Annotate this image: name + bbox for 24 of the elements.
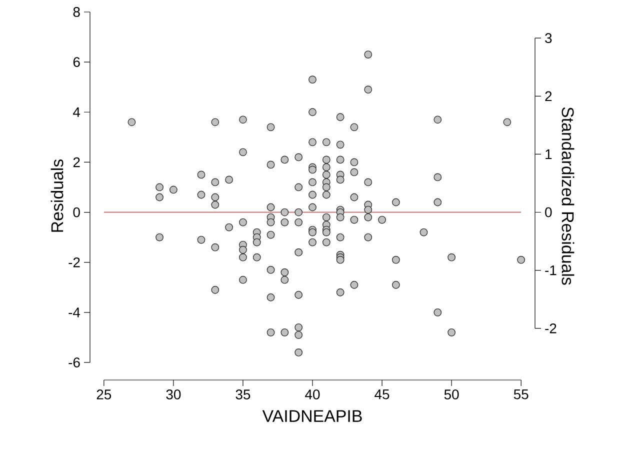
- y2-axis-title: Standardized Residuals: [562, 107, 574, 285]
- y2-tick-label: 2: [545, 91, 552, 102]
- x-tick-label: 30: [166, 390, 181, 400]
- y2-tick-label: 0: [545, 207, 552, 218]
- y-tick-label: 8: [73, 7, 80, 17]
- y-tick-label: 6: [73, 57, 80, 67]
- x-tick-label: 55: [514, 390, 528, 400]
- x-tick-label: 50: [444, 390, 459, 400]
- y2-tick-label: -2: [545, 323, 556, 334]
- y-tick-label: 4: [73, 107, 80, 117]
- y-tick-label: 0: [73, 207, 80, 218]
- y-tick-label: -2: [68, 257, 80, 268]
- y-axis-title: Residuals: [50, 159, 64, 232]
- x-tick-label: 40: [305, 390, 320, 400]
- y-tick-label: -4: [68, 308, 80, 318]
- x-tick-label: 25: [96, 390, 112, 400]
- y2-tick-label: -1: [545, 265, 556, 276]
- x-tick-label: 35: [236, 390, 250, 400]
- x-tick-label: 45: [374, 390, 390, 400]
- y-tick-label: -6: [68, 358, 80, 368]
- y2-tick-label: 3: [545, 33, 552, 44]
- y-tick-label: 2: [73, 157, 80, 168]
- x-axis-title: VAIDNEAPIB: [262, 410, 362, 422]
- y2-tick-label: 1: [546, 149, 552, 159]
